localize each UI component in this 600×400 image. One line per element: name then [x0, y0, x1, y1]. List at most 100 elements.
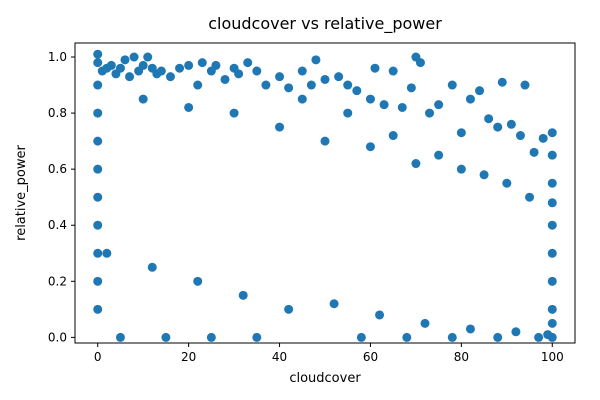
data-point: [370, 63, 380, 73]
data-point: [415, 58, 425, 68]
data-point: [93, 248, 103, 258]
data-point: [184, 60, 194, 70]
data-point: [143, 52, 153, 62]
data-point: [515, 131, 525, 141]
data-point: [306, 80, 316, 90]
data-point: [252, 332, 262, 342]
data-point: [93, 58, 103, 68]
data-point: [447, 332, 457, 342]
plot-frame: [74, 42, 576, 344]
x-tick-label: 80: [454, 350, 469, 364]
data-point: [425, 108, 435, 118]
y-tick-label: 0.8: [48, 106, 67, 120]
data-point: [252, 66, 262, 76]
x-axis-label: cloudcover: [289, 371, 361, 386]
data-point: [284, 304, 294, 314]
x-tick-label: 60: [363, 350, 378, 364]
data-point: [375, 310, 385, 320]
y-tick-label: 1.0: [48, 50, 67, 64]
data-point: [156, 66, 166, 76]
data-point: [465, 94, 475, 104]
data-point: [547, 318, 557, 328]
data-point: [220, 74, 230, 84]
y-tick-label: 0.2: [48, 274, 67, 288]
data-point: [547, 248, 557, 258]
y-tick-label: 0.0: [48, 330, 67, 344]
data-point: [379, 100, 389, 110]
data-point: [115, 63, 125, 73]
x-tick-label: 0: [94, 350, 102, 364]
data-point: [365, 142, 375, 152]
data-point: [211, 60, 221, 70]
data-point: [529, 147, 539, 157]
x-tick-label: 20: [181, 350, 196, 364]
data-point: [388, 131, 398, 141]
x-tick-label: 40: [272, 350, 287, 364]
data-point: [484, 114, 494, 124]
data-point: [234, 69, 244, 79]
data-point: [93, 192, 103, 202]
data-point: [456, 164, 466, 174]
data-point: [193, 276, 203, 286]
data-point: [93, 49, 103, 59]
data-point: [420, 318, 430, 328]
data-point: [125, 72, 135, 82]
data-point: [525, 192, 535, 202]
data-point: [275, 122, 285, 132]
data-point: [320, 74, 330, 84]
data-point: [161, 332, 171, 342]
data-point: [165, 72, 175, 82]
data-point: [193, 80, 203, 90]
data-point: [502, 178, 512, 188]
data-point: [406, 83, 416, 93]
data-point: [547, 276, 557, 286]
data-point: [115, 332, 125, 342]
data-point: [493, 332, 503, 342]
data-point: [297, 94, 307, 104]
data-point: [106, 60, 116, 70]
data-point: [534, 332, 544, 342]
data-point: [402, 332, 412, 342]
data-point: [447, 80, 457, 90]
data-point: [356, 332, 366, 342]
data-point: [147, 262, 157, 272]
data-point: [434, 150, 444, 160]
data-point: [175, 63, 185, 73]
data-point: [465, 324, 475, 334]
x-tick-label: 100: [541, 350, 564, 364]
data-point: [511, 327, 521, 337]
data-point: [352, 86, 362, 96]
data-point: [243, 58, 253, 68]
data-point: [538, 133, 548, 143]
data-point: [284, 83, 294, 93]
x-axis-ticks: 0 20 40 60 80 100: [94, 343, 564, 364]
data-point: [493, 122, 503, 132]
data-point: [297, 66, 307, 76]
data-point: [238, 290, 248, 300]
data-point: [129, 52, 139, 62]
chart-title: cloudcover vs relative_power: [208, 14, 442, 34]
data-point: [397, 102, 407, 112]
y-tick-label: 0.4: [48, 218, 67, 232]
data-point: [547, 150, 557, 160]
data-point: [388, 66, 398, 76]
data-point: [479, 170, 489, 180]
data-point: [93, 220, 103, 230]
data-point: [434, 100, 444, 110]
data-point: [365, 94, 375, 104]
y-axis-label: relative_power: [14, 144, 29, 240]
data-point: [506, 119, 516, 129]
data-point: [411, 159, 421, 169]
y-tick-label: 0.6: [48, 162, 67, 176]
data-point: [547, 220, 557, 230]
data-point: [138, 94, 148, 104]
data-point: [520, 80, 530, 90]
points-layer: [93, 49, 557, 342]
data-point: [93, 164, 103, 174]
data-point: [311, 55, 321, 65]
data-point: [229, 108, 239, 118]
data-point: [93, 108, 103, 118]
data-point: [547, 198, 557, 208]
